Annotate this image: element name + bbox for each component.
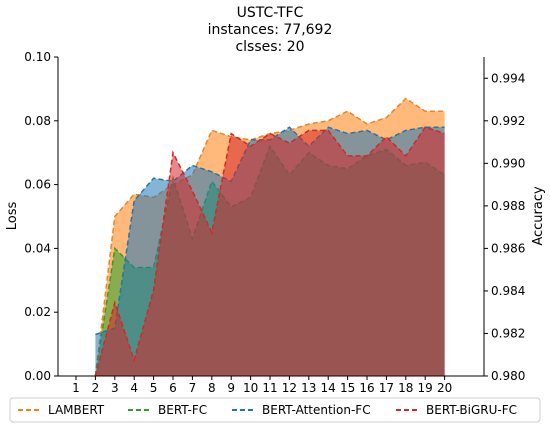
x-tick-label: 12 bbox=[282, 381, 297, 395]
y-axis-left-label: Loss bbox=[5, 202, 20, 231]
x-tick-label: 5 bbox=[150, 381, 158, 395]
x-tick-label: 18 bbox=[398, 381, 413, 395]
x-tick-label: 19 bbox=[418, 381, 433, 395]
legend-label-bert-attention-fc: BERT-Attention-FC bbox=[262, 403, 371, 417]
y-right-tick-label: 0.984 bbox=[491, 284, 525, 298]
x-tick-label: 2 bbox=[92, 381, 100, 395]
y-axis-right: 0.980 0.982 0.984 0.986 0.988 0.990 0.992 0.994 bbox=[484, 71, 525, 383]
x-tick-label: 20 bbox=[437, 381, 452, 395]
x-tick-label: 15 bbox=[340, 381, 355, 395]
y-right-tick-label: 0.988 bbox=[491, 199, 525, 213]
legend: LAMBERT BERT-FC BERT-Attention-FC BERT-BiGR… bbox=[9, 397, 541, 423]
y-left-tick-label: 0.08 bbox=[24, 114, 51, 128]
y-left-tick-label: 0.02 bbox=[24, 305, 51, 319]
x-tick-label: 7 bbox=[189, 381, 197, 395]
legend-label-bert-bigru-fc: BERT-BiGRU-FC bbox=[426, 403, 517, 417]
y-left-tick-label: 0.10 bbox=[24, 50, 51, 64]
y-right-tick-label: 0.992 bbox=[491, 114, 525, 128]
x-tick-label: 13 bbox=[301, 381, 316, 395]
y-axis-left: 0.00 0.02 0.04 0.06 0.08 0.10 bbox=[24, 50, 58, 383]
x-tick-label: 4 bbox=[130, 381, 138, 395]
y-right-tick-label: 0.986 bbox=[491, 241, 525, 255]
x-tick-label: 16 bbox=[359, 381, 374, 395]
line-bert-bigru-fc bbox=[94, 126, 445, 377]
x-tick-label: 14 bbox=[321, 381, 336, 395]
legend-frame bbox=[9, 397, 541, 423]
plot-areas bbox=[94, 97, 446, 377]
y-right-tick-label: 0.980 bbox=[491, 369, 525, 383]
y-right-tick-label: 0.982 bbox=[491, 326, 525, 340]
y-right-tick-label: 0.990 bbox=[491, 156, 525, 170]
x-tick-label: 10 bbox=[243, 381, 258, 395]
y-right-tick-label: 0.994 bbox=[491, 71, 525, 85]
legend-label-lambert: LAMBERT bbox=[48, 403, 105, 417]
x-tick-label: 11 bbox=[262, 381, 277, 395]
x-tick-label: 1 bbox=[72, 381, 80, 395]
x-tick-label: 6 bbox=[169, 381, 177, 395]
area-bert-bigru-fc bbox=[95, 127, 445, 376]
x-tick-label: 9 bbox=[227, 381, 235, 395]
chart-title-line-3: clsses: 20 bbox=[235, 39, 304, 55]
x-axis: 1 2 3 4 5 6 7 8 9 10 11 12 13 14 15 16 17 18 19 20 bbox=[72, 376, 452, 395]
legend-label-bert-fc: BERT-FC bbox=[158, 403, 207, 417]
chart-title-line-2: instances: 77,692 bbox=[208, 22, 333, 38]
y-left-tick-label: 0.00 bbox=[24, 369, 51, 383]
y-left-tick-label: 0.04 bbox=[24, 241, 51, 255]
x-tick-label: 17 bbox=[379, 381, 394, 395]
x-tick-label: 8 bbox=[208, 381, 216, 395]
y-left-tick-label: 0.06 bbox=[24, 178, 51, 192]
y-axis-right-label: Accuracy bbox=[531, 186, 546, 246]
x-tick-label: 3 bbox=[111, 381, 119, 395]
chart-title-line-1: USTC-TFC bbox=[237, 5, 304, 21]
